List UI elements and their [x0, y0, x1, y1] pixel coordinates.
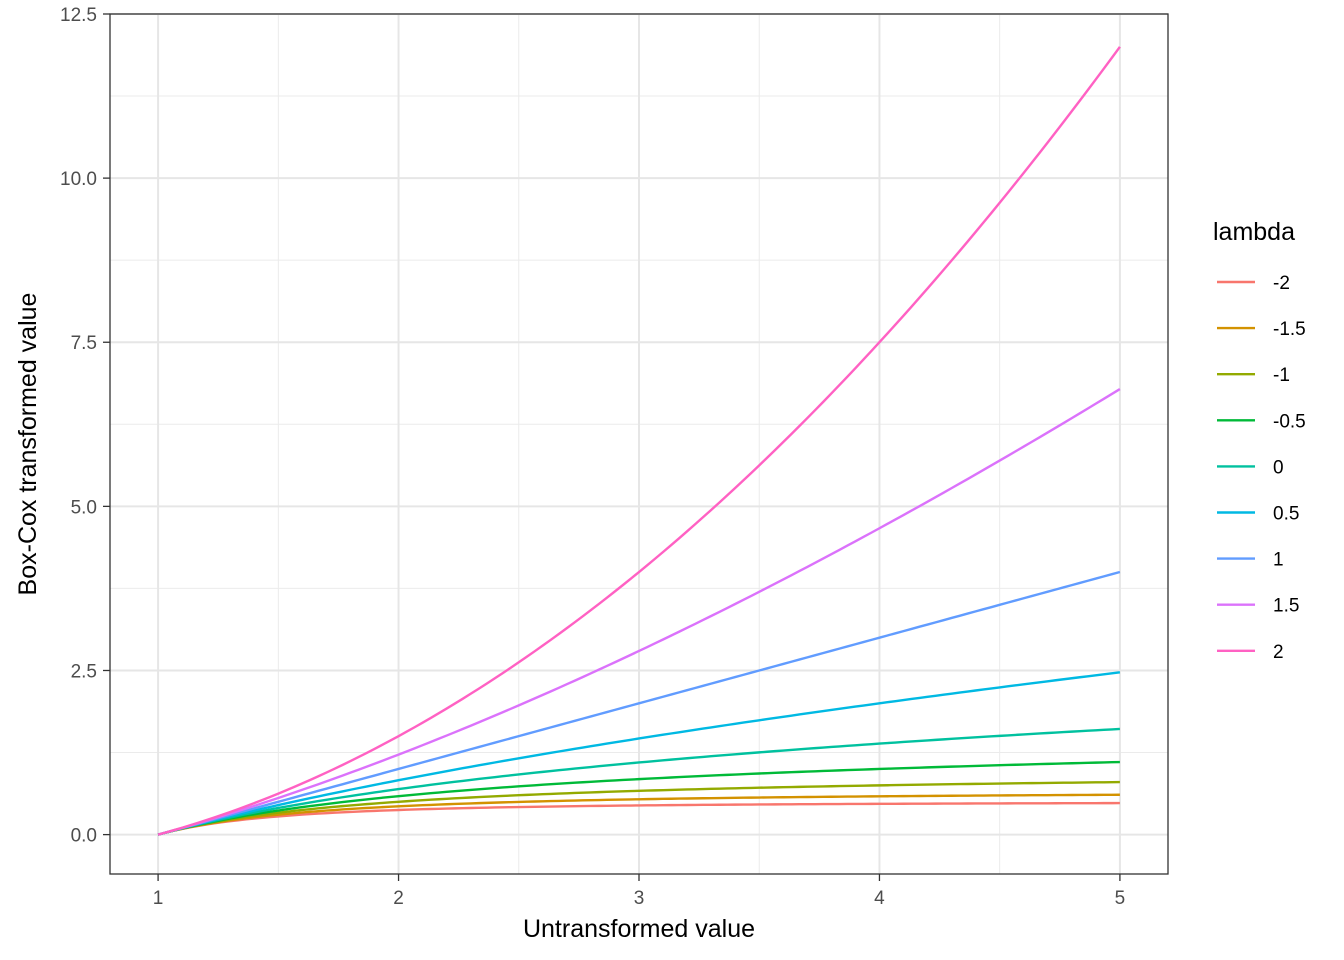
legend-label: 2 [1273, 642, 1284, 663]
series-line-lambda-0 [157, 727, 1120, 836]
legend-label: 0 [1273, 457, 1284, 478]
x-tick-label: 2 [393, 888, 404, 909]
legend-label: 0.5 [1273, 504, 1299, 525]
x-tick-label: 5 [1115, 888, 1126, 909]
x-axis-title: Untransformed value [523, 915, 755, 943]
legend-title: lambda [1213, 218, 1295, 246]
x-tick-label: 4 [874, 888, 885, 909]
x-tick-label: 3 [634, 888, 645, 909]
legend-item: -1.5 [1217, 319, 1306, 340]
legend-label: -1.5 [1273, 319, 1306, 340]
series-line-lambda--2 [157, 801, 1120, 836]
x-tick-label: 1 [153, 888, 164, 909]
legend-label: 1 [1273, 550, 1284, 571]
x-axis-ticks: 1 2 3 4 5 [153, 874, 1125, 909]
y-axis-title: Box-Cox transformed value [14, 293, 42, 596]
series-lines [157, 46, 1121, 836]
series-line-lambda-1.5 [157, 388, 1121, 836]
legend-item: 1.5 [1217, 596, 1299, 617]
legend-item: -0.5 [1217, 411, 1306, 432]
legend-item: 0 [1217, 457, 1284, 478]
legend-label: -2 [1273, 273, 1290, 294]
major-gridlines [110, 13, 1168, 874]
series-line-lambda-1 [157, 570, 1121, 836]
series-line-lambda--0.5 [157, 760, 1120, 836]
series-line-lambda--1.5 [157, 793, 1120, 836]
legend-label: -0.5 [1273, 411, 1306, 432]
y-axis-ticks: 0.0 2.5 5.0 7.5 10.0 12.5 [60, 5, 110, 847]
y-tick-label: 12.5 [60, 5, 97, 26]
y-tick-label: 5.0 [71, 497, 97, 518]
y-tick-label: 7.5 [71, 333, 97, 354]
y-tick-label: 0.0 [71, 826, 97, 847]
legend-label: -1 [1273, 365, 1290, 386]
legend-label: 1.5 [1273, 596, 1299, 617]
series-line-lambda--1 [157, 780, 1120, 836]
y-tick-label: 2.5 [71, 661, 97, 682]
series-line-lambda-0.5 [157, 671, 1121, 836]
legend-item: -1 [1217, 365, 1290, 386]
legend-item: 2 [1217, 642, 1284, 663]
legend-item: 1 [1217, 550, 1284, 571]
legend-item: -2 [1217, 273, 1290, 294]
legend: lambda -2 -1.5 -1 -0.5 0 0.5 1 1.5 2 [1213, 218, 1306, 663]
legend-items: -2 -1.5 -1 -0.5 0 0.5 1 1.5 2 [1217, 273, 1306, 663]
y-tick-label: 10.0 [60, 169, 97, 190]
legend-item: 0.5 [1217, 504, 1299, 525]
series-line-lambda-2 [157, 46, 1121, 836]
